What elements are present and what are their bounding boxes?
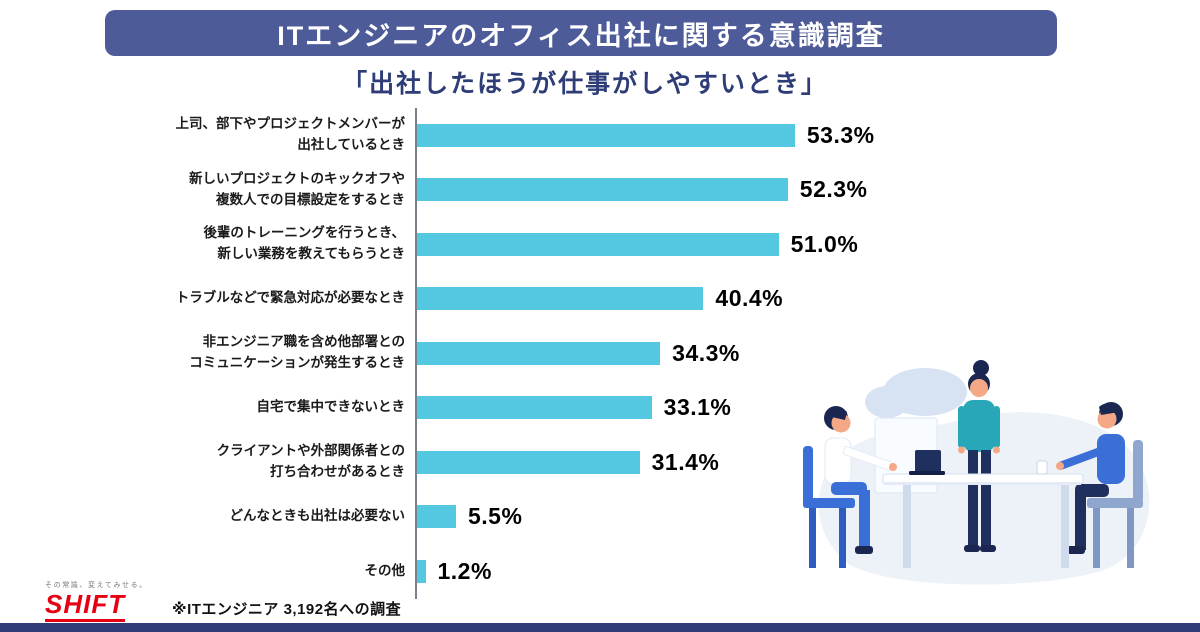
page-title: ITエンジニアのオフィス出社に関する意識調査 (277, 20, 885, 51)
bar-track: 33.1% (415, 380, 732, 435)
bar-row: 自宅で集中できないとき 33.1% (50, 380, 875, 435)
brand-tagline: その常識、変えてみせる。 (45, 582, 148, 589)
bar-track: 40.4% (415, 271, 784, 326)
bar-row: トラブルなどで緊急対応が必要なとき 40.4% (50, 271, 875, 326)
category-label: 非エンジニア職を含め他部署との コミュニケーションが発生するとき (189, 334, 405, 371)
category-label: クライアントや外部関係者との 打ち合わせがあるとき (216, 443, 405, 480)
category-label: どんなときも出社は必要ない (229, 508, 406, 524)
brand-logo: その常識、変えてみせる。 SHIFT (45, 580, 185, 622)
bar-row: 後輩のトレーニングを行うとき、 新しい業務を教えてもらうとき 51.0% (50, 217, 875, 272)
chart-subtitle: 「出社したほうが仕事がしやすいとき」 (342, 70, 828, 98)
bar (417, 287, 704, 311)
value-label: 52.3% (799, 176, 868, 203)
value-label: 40.4% (715, 285, 784, 312)
bar-rows: 上司、部下やプロジェクトメンバーが 出社しているとき 53.3% 新しいプロジェクトの… (50, 108, 875, 599)
bar-row: 上司、部下やプロジェクトメンバーが 出社しているとき 53.3% (50, 108, 875, 163)
bar (417, 232, 779, 256)
category-label: トラブルなどで緊急対応が必要なとき (175, 290, 405, 306)
bar-track: 53.3% (415, 108, 875, 163)
bar (417, 178, 788, 202)
survey-note: ※ITエンジニア 3,192名への調査 (172, 601, 402, 618)
category-label: その他 (364, 562, 406, 578)
bar-row: クライアントや外部関係者との 打ち合わせがあるとき 31.4% (50, 435, 875, 490)
bar-row: 非エンジニア職を含め他部署との コミュニケーションが発生するとき 34.3% (50, 326, 875, 381)
value-label: 51.0% (790, 230, 859, 257)
bar-track: 34.3% (415, 326, 740, 381)
value-label: 53.3% (806, 121, 875, 148)
bar (417, 505, 456, 529)
title-banner: ITエンジニアのオフィス出社に関する意識調査 (105, 10, 1057, 56)
bar-chart: 上司、部下やプロジェクトメンバーが 出社しているとき 53.3% 新しいプロジェクトの… (50, 108, 875, 599)
bar (417, 396, 652, 420)
category-label: 上司、部下やプロジェクトメンバーが 出社しているとき (175, 116, 406, 153)
value-label: 31.4% (651, 448, 720, 475)
meeting-illustration (803, 360, 1150, 585)
bar (417, 450, 640, 474)
category-label: 新しいプロジェクトのキックオフや 複数人での目標設定をするとき (189, 170, 405, 207)
bottom-accent-bar (0, 623, 1200, 632)
bar (417, 123, 795, 147)
bar-track: 5.5% (415, 489, 523, 544)
bar-track: 1.2% (415, 544, 492, 599)
bar (417, 559, 426, 583)
bar-track: 31.4% (415, 435, 719, 490)
bar-track: 51.0% (415, 217, 858, 272)
bar-row: どんなときも出社は必要ない 5.5% (50, 489, 875, 544)
bar (417, 341, 661, 365)
value-label: 5.5% (467, 503, 523, 530)
bar-track: 52.3% (415, 162, 868, 217)
category-label: 後輩のトレーニングを行うとき、 新しい業務を教えてもらうとき (203, 225, 405, 262)
value-label: 1.2% (437, 557, 492, 584)
value-label: 34.3% (672, 339, 740, 366)
category-label: 自宅で集中できないとき (256, 399, 406, 415)
value-label: 33.1% (663, 394, 732, 421)
bar-row: その他 1.2% (50, 544, 875, 599)
brand-name: SHIFT (45, 591, 126, 622)
bar-row: 新しいプロジェクトのキックオフや 複数人での目標設定をするとき 52.3% (50, 162, 875, 217)
